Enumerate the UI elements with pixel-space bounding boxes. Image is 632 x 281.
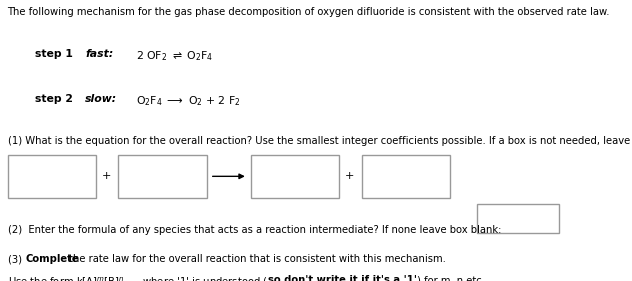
Text: The following mechanism for the gas phase decomposition of oxygen difluoride is : The following mechanism for the gas phas… (8, 7, 610, 17)
Text: Complete: Complete (25, 254, 79, 264)
Text: ) for m, n etc.: ) for m, n etc. (416, 275, 485, 281)
Text: fast:: fast: (85, 49, 114, 59)
Text: (3): (3) (8, 254, 25, 264)
Bar (118, 155, 207, 198)
Text: O$_2$F$_4$ $\longrightarrow$ O$_2$ + 2 F$_2$: O$_2$F$_4$ $\longrightarrow$ O$_2$ + 2 F… (136, 94, 241, 108)
Text: so don't write it if it's a '1': so don't write it if it's a '1' (267, 275, 416, 281)
Bar (477, 204, 559, 233)
Text: +: + (345, 171, 355, 181)
Text: (2)  Enter the formula of any species that acts as a reaction intermediate? If n: (2) Enter the formula of any species tha… (8, 225, 501, 235)
Bar (362, 155, 450, 198)
Text: the rate law for the overall reaction that is consistent with this mechanism.: the rate law for the overall reaction th… (66, 254, 446, 264)
Text: Use the form k[A]$^m$[B]$^n$... , where '1' is understood (: Use the form k[A]$^m$[B]$^n$... , where … (8, 275, 267, 281)
Bar (251, 155, 339, 198)
Text: (1) What is the equation for the overall reaction? Use the smallest integer coef: (1) What is the equation for the overall… (8, 136, 632, 146)
Text: slow:: slow: (85, 94, 118, 104)
Text: step 1: step 1 (35, 49, 73, 59)
Text: 2 OF$_2$ $\rightleftharpoons$ O$_2$F$_4$: 2 OF$_2$ $\rightleftharpoons$ O$_2$F$_4$ (136, 49, 213, 63)
Bar (8, 155, 96, 198)
Text: +: + (102, 171, 111, 181)
Text: step 2: step 2 (35, 94, 73, 104)
